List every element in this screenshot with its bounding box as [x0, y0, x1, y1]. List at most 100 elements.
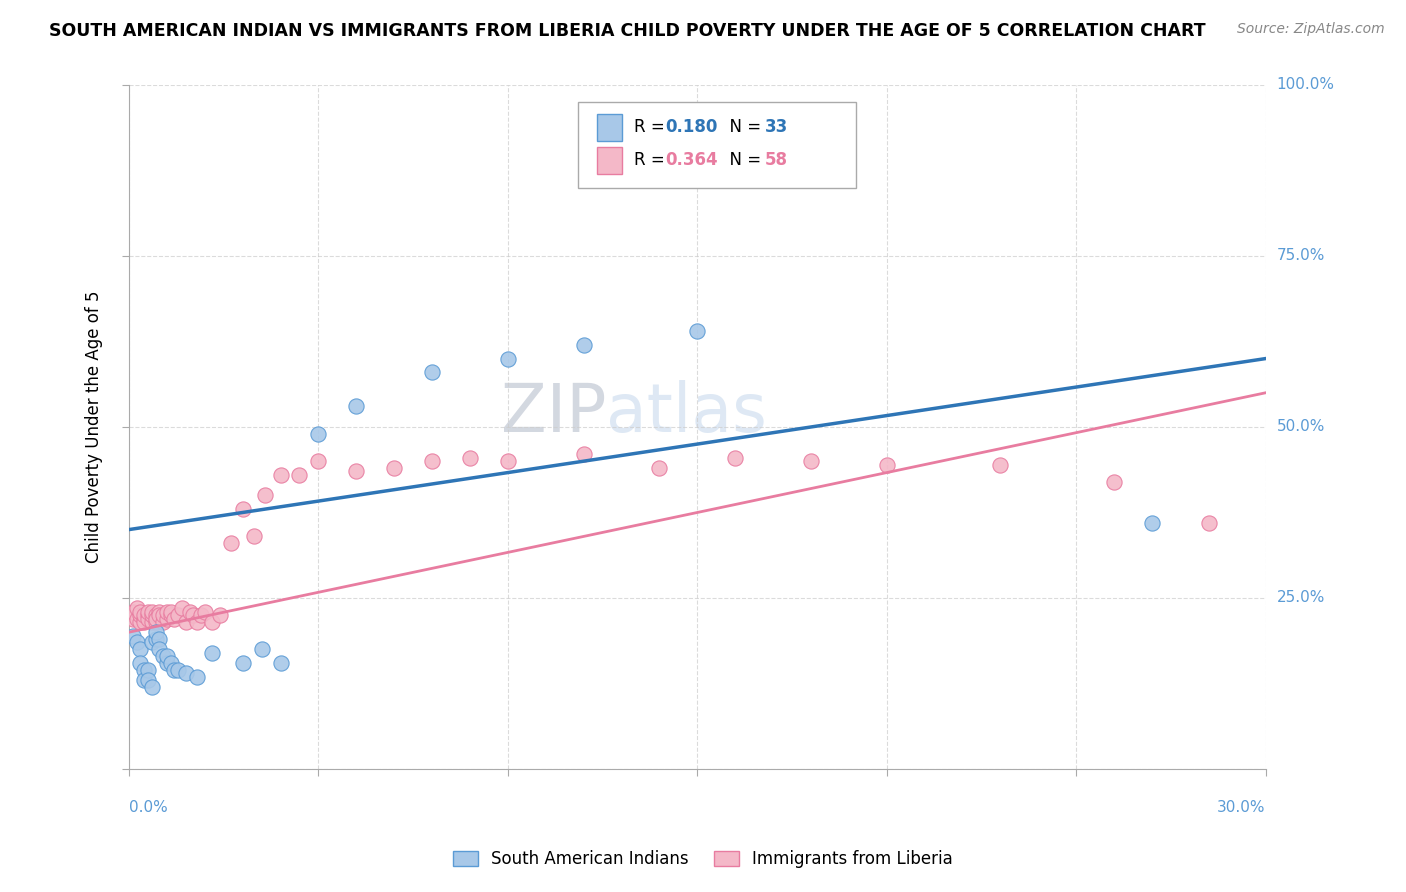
Point [183, 608, 205, 623]
Point [152, 649, 174, 664]
FancyBboxPatch shape [598, 113, 623, 141]
Point [129, 605, 152, 619]
Point [243, 529, 266, 543]
Point [141, 635, 163, 649]
Point [250, 642, 273, 657]
Point [232, 656, 254, 670]
Point [270, 467, 292, 482]
Point [141, 608, 163, 623]
Point [148, 642, 170, 657]
Point [344, 465, 367, 479]
Point [208, 608, 231, 623]
Point [125, 601, 148, 615]
Text: 33: 33 [765, 119, 787, 136]
Point [136, 611, 159, 625]
Point [163, 663, 186, 677]
Point [145, 632, 167, 646]
Point [174, 666, 197, 681]
Legend: South American Indians, Immigrants from Liberia: South American Indians, Immigrants from … [446, 844, 960, 875]
Point [307, 426, 329, 441]
Point [307, 454, 329, 468]
Point [420, 454, 443, 468]
Point [141, 680, 163, 694]
Point [156, 649, 179, 664]
Point [167, 608, 190, 623]
Point [186, 615, 208, 629]
Point [686, 324, 709, 338]
Point [156, 611, 179, 625]
Point [1102, 475, 1125, 489]
Point [344, 400, 367, 414]
Point [121, 605, 143, 619]
Point [129, 608, 152, 623]
Point [190, 608, 212, 623]
Point [121, 611, 143, 625]
Point [145, 615, 167, 629]
Point [129, 642, 152, 657]
Point [159, 608, 181, 623]
Text: 30.0%: 30.0% [1218, 799, 1265, 814]
Text: 100.0%: 100.0% [1277, 78, 1334, 93]
Point [136, 673, 159, 687]
Point [152, 615, 174, 629]
Point [648, 461, 671, 475]
Text: 0.364: 0.364 [665, 151, 718, 169]
Point [145, 625, 167, 640]
Point [990, 458, 1012, 472]
Point [201, 646, 224, 660]
Text: 25.0%: 25.0% [1277, 591, 1324, 606]
Point [382, 461, 405, 475]
Point [496, 454, 519, 468]
Point [125, 611, 148, 625]
Point [145, 611, 167, 625]
Point [159, 605, 181, 619]
Point [458, 450, 481, 465]
Point [134, 615, 156, 629]
Point [572, 338, 595, 352]
Text: Source: ZipAtlas.com: Source: ZipAtlas.com [1237, 22, 1385, 37]
Point [179, 605, 201, 619]
Text: N =: N = [718, 119, 766, 136]
FancyBboxPatch shape [598, 146, 623, 174]
Text: N =: N = [718, 151, 766, 169]
Point [134, 673, 156, 687]
Text: ZIP: ZIP [501, 380, 606, 446]
Point [270, 656, 292, 670]
Point [572, 447, 595, 461]
Point [163, 611, 186, 625]
Point [724, 450, 747, 465]
Text: atlas: atlas [606, 380, 768, 446]
Text: 0.0%: 0.0% [129, 799, 167, 814]
Text: 75.0%: 75.0% [1277, 249, 1324, 263]
Point [1198, 516, 1220, 530]
Point [232, 502, 254, 516]
Point [156, 605, 179, 619]
Point [148, 608, 170, 623]
Text: SOUTH AMERICAN INDIAN VS IMMIGRANTS FROM LIBERIA CHILD POVERTY UNDER THE AGE OF : SOUTH AMERICAN INDIAN VS IMMIGRANTS FROM… [49, 22, 1206, 40]
Point [496, 351, 519, 366]
Point [136, 608, 159, 623]
Y-axis label: Child Poverty Under the Age of 5: Child Poverty Under the Age of 5 [86, 291, 103, 563]
Point [186, 670, 208, 684]
Point [125, 635, 148, 649]
Point [134, 611, 156, 625]
Point [129, 615, 152, 629]
Text: 58: 58 [765, 151, 787, 169]
Text: R =: R = [634, 119, 669, 136]
Point [134, 663, 156, 677]
Point [194, 605, 217, 619]
Point [201, 615, 224, 629]
Point [141, 615, 163, 629]
Point [121, 629, 143, 643]
Point [134, 608, 156, 623]
Point [136, 605, 159, 619]
Point [288, 467, 311, 482]
Point [148, 605, 170, 619]
Point [145, 608, 167, 623]
Point [167, 663, 190, 677]
Point [800, 454, 823, 468]
Point [129, 656, 152, 670]
Point [170, 601, 193, 615]
Text: R =: R = [634, 151, 669, 169]
Point [221, 536, 243, 550]
